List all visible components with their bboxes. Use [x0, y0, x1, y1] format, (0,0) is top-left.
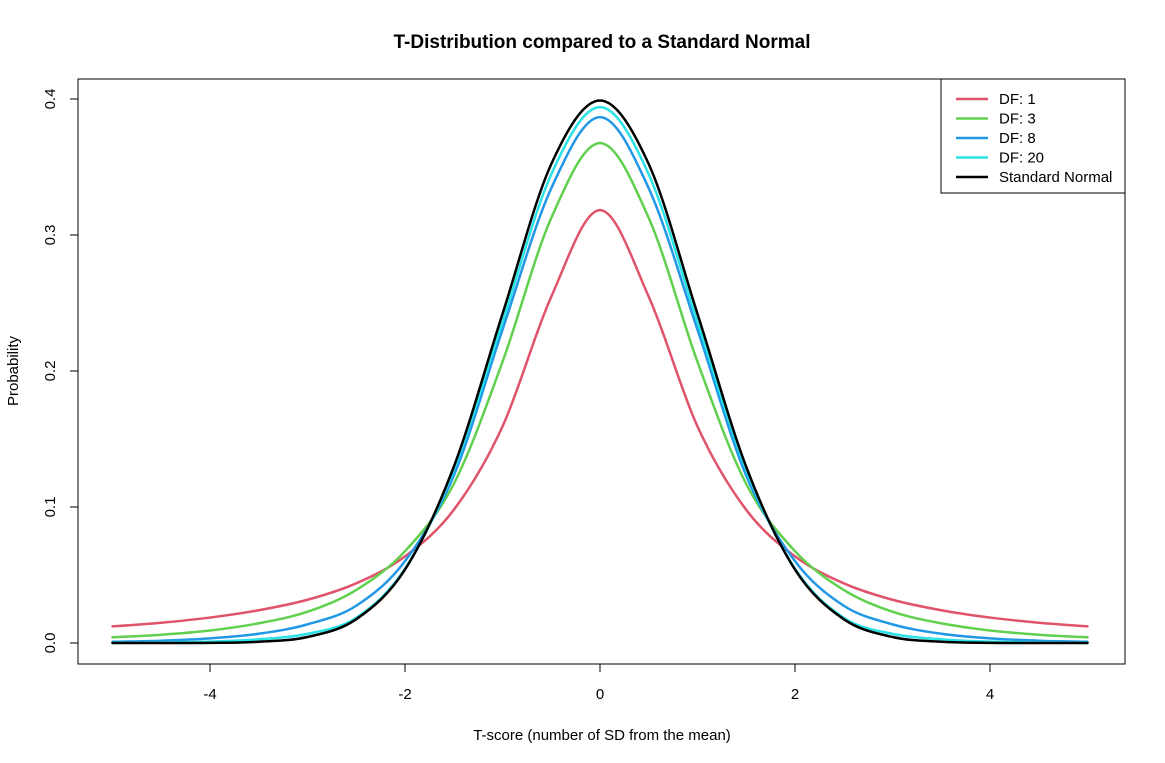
x-axis-label: T-score (number of SD from the mean) — [473, 727, 731, 744]
x-tick-label: -4 — [203, 686, 216, 703]
y-tick-label: 0.2 — [42, 361, 59, 382]
legend-label: Standard Normal — [999, 169, 1112, 186]
y-tick-label: 0.4 — [42, 89, 59, 110]
legend-label: DF: 8 — [999, 130, 1036, 147]
series-layer — [111, 99, 1089, 645]
legend: DF: 1 DF: 3 DF: 8 DF: 20 Standard Normal — [940, 78, 1126, 194]
x-axis: -4 -2 0 2 4 — [203, 663, 994, 703]
x-tick-label: 0 — [596, 686, 604, 703]
y-tick-label: 0.1 — [42, 497, 59, 518]
y-axis-label: Probability — [5, 335, 22, 406]
series-line-3 — [111, 105, 1089, 645]
series-line-1 — [111, 141, 1089, 639]
x-tick-label: 2 — [791, 686, 799, 703]
x-tick-label: -2 — [398, 686, 411, 703]
series-line-0 — [111, 208, 1089, 628]
y-tick-label: 0.0 — [42, 633, 59, 654]
legend-label: DF: 1 — [999, 91, 1036, 108]
legend-box — [940, 78, 1126, 194]
y-axis: 0.0 0.1 0.2 0.3 0.4 — [42, 89, 79, 654]
legend-label: DF: 3 — [999, 111, 1036, 128]
legend-label: DF: 20 — [999, 150, 1044, 167]
x-tick-label: 4 — [986, 686, 994, 703]
y-tick-label: 0.3 — [42, 225, 59, 246]
series-line-4 — [111, 99, 1089, 645]
chart-title: T-Distribution compared to a Standard No… — [394, 32, 811, 53]
series-line-2 — [111, 115, 1089, 644]
